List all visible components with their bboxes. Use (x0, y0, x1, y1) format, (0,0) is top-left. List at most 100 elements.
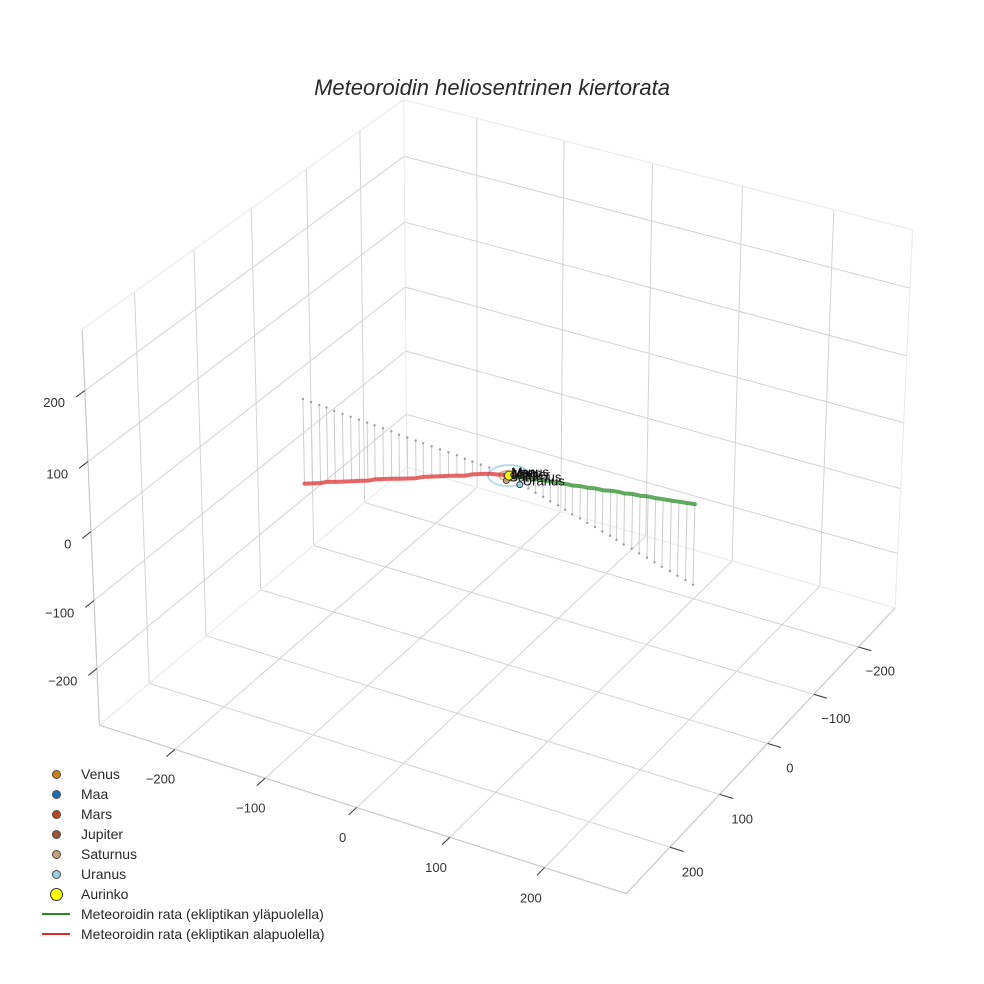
ecliptic-point (684, 578, 687, 582)
z-gridline (93, 350, 407, 601)
x-gridline (364, 502, 859, 648)
ecliptic-point (366, 421, 369, 424)
ecliptic-point (333, 409, 336, 413)
x-tick-mark (719, 793, 734, 800)
y-tick-label: −200 (146, 772, 175, 787)
z-axis-line (81, 329, 100, 726)
ecliptic-drop-line (594, 488, 596, 528)
chart-title: Meteoroidin heliosentrinen kiertorata (314, 75, 670, 100)
legend-item-venus[interactable]: Venus (36, 764, 325, 784)
ecliptic-point (381, 427, 385, 430)
y-gridline (264, 511, 562, 779)
ecliptic-drop-line (669, 500, 672, 572)
ecliptic-point (318, 403, 321, 407)
body-markers (502, 470, 524, 489)
ecliptic-point (593, 525, 597, 529)
ecliptic-drop-line (318, 404, 322, 484)
y-tick-label: 100 (425, 860, 447, 875)
x-axis-line (625, 607, 896, 895)
ecliptic-drop-line (382, 428, 384, 480)
box-edges (81, 99, 914, 895)
z-tick-label: 200 (43, 395, 65, 410)
legend-symbol (36, 904, 76, 924)
x-gridline (260, 589, 768, 744)
box-edge (406, 466, 896, 609)
body-marker[interactable] (504, 470, 515, 481)
ecliptic-point (622, 543, 625, 546)
meteoroid-trajectory-line[interactable] (512, 475, 697, 507)
z-tick-label: −200 (48, 673, 77, 688)
ecliptic-drop-line (350, 416, 353, 482)
legend-item-jupiter[interactable]: Jupiter (36, 824, 325, 844)
ecliptic-point (578, 517, 582, 520)
ecliptic-point (447, 451, 450, 454)
ecliptic-point (301, 397, 305, 401)
y-gridline (449, 560, 733, 838)
ecliptic-drop-line (616, 491, 618, 541)
y-gridline (356, 535, 647, 808)
x-tick-label: 100 (731, 812, 753, 827)
y-gridline (174, 487, 478, 750)
ecliptic-drop-line (310, 401, 314, 484)
legend: Venus Maa Mars Jupiter Saturnus Uranus A… (36, 764, 325, 944)
legend-item-aurinko[interactable]: Aurinko (36, 884, 325, 904)
ecliptic-drop-line (326, 407, 329, 482)
legend-item-maa[interactable]: Maa (36, 784, 325, 804)
z-tick-label: −100 (45, 605, 74, 620)
legend-symbol (36, 864, 76, 884)
ecliptic-point (349, 415, 352, 418)
legend-label: Jupiter (81, 826, 124, 842)
y-gridline (645, 163, 653, 537)
line-swatch-icon (42, 913, 70, 915)
y-tick-mark (441, 836, 451, 846)
legend-item-trajectory-below[interactable]: Meteoroidin rata (ekliptikan alapuolella… (36, 924, 325, 944)
line-swatch-icon (42, 933, 70, 935)
legend-item-saturnus[interactable]: Saturnus (36, 844, 325, 864)
y-tick-mark (166, 748, 176, 758)
meteoroid-trajectory-line[interactable] (302, 471, 507, 486)
body-label: Jupiter (511, 467, 551, 482)
legend-label: Mars (81, 806, 113, 822)
z-tick-label: 0 (64, 536, 71, 551)
gridlines (84, 118, 911, 868)
z-gridline (87, 221, 406, 462)
legend-item-trajectory-above[interactable]: Meteoroidin rata (ekliptikan yläpuolella… (36, 904, 325, 924)
y-gridline (560, 140, 565, 512)
ecliptic-point (341, 412, 344, 415)
trajectory-traces (302, 471, 697, 507)
legend-symbol (36, 824, 76, 844)
legend-item-mars[interactable]: Mars (36, 804, 325, 824)
x-tick-label: 200 (682, 865, 704, 880)
body-label: Uranus (523, 474, 565, 489)
x-gridline (193, 249, 207, 636)
legend-item-uranus[interactable]: Uranus (36, 864, 325, 884)
ecliptic-point (406, 436, 409, 439)
box-edge (99, 466, 408, 726)
ecliptic-point (563, 508, 567, 511)
ecliptic-point (471, 460, 474, 463)
ecliptic-drop-line (374, 425, 376, 480)
legend-label: Saturnus (81, 846, 138, 862)
ecliptic-drop-line (638, 495, 641, 554)
x-gridline (250, 208, 262, 590)
body-marker[interactable] (516, 481, 524, 489)
ecliptic-point (414, 439, 417, 442)
ecliptic-point (660, 565, 664, 569)
z-gridline (405, 350, 901, 490)
ecliptic-point (430, 445, 433, 448)
ecliptic-point (455, 454, 459, 457)
ecliptic-point (653, 561, 656, 564)
z-gridline (404, 155, 911, 289)
legend-label: Venus (81, 766, 120, 782)
y-gridline (819, 209, 835, 587)
y-tick-label: 0 (339, 830, 346, 845)
ecliptic-point (549, 500, 552, 503)
z-tick-mark (75, 390, 86, 398)
ecliptic-drop-line (333, 410, 336, 482)
ecliptic-point (630, 547, 633, 550)
ecliptic-point (645, 556, 649, 559)
ecliptic-drop-line (390, 431, 393, 479)
axis-ticks (75, 390, 872, 876)
